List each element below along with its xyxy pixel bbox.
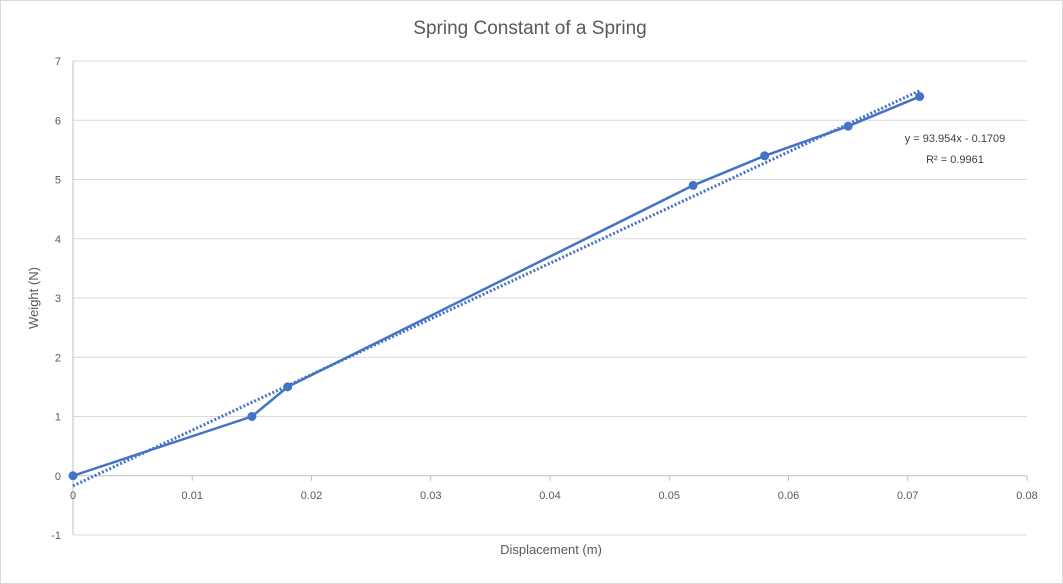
y-axis-label: Weight (N) xyxy=(26,267,41,329)
trendline-r-squared: R² = 0.9961 xyxy=(926,154,984,166)
y-tick-label: 4 xyxy=(55,234,61,246)
chart-title: Spring Constant of a Spring xyxy=(413,18,646,39)
y-tick-label: 3 xyxy=(55,293,61,305)
x-axis-label: Displacement (m) xyxy=(500,542,602,557)
x-tick-label: 0.08 xyxy=(1016,490,1037,502)
x-tick-label: 0 xyxy=(70,490,76,502)
y-tick-label: 0 xyxy=(55,471,61,483)
tick-labels: -1 0 1 2 3 4 5 6 7 0 0.01 0.02 0.03 0.04 0.05 0.06 0.07 0… xyxy=(51,56,1037,542)
x-tick-label: 0.06 xyxy=(778,490,799,502)
x-tick-label: 0.03 xyxy=(420,490,441,502)
x-tick-label: 0.01 xyxy=(182,490,203,502)
x-tick-label: 0.02 xyxy=(301,490,322,502)
y-tick-label: -1 xyxy=(51,530,61,542)
y-tick-label: 2 xyxy=(55,352,61,364)
y-tick-label: 1 xyxy=(55,412,61,424)
x-tick-label: 0.04 xyxy=(539,490,560,502)
x-tick-label: 0.07 xyxy=(897,490,918,502)
x-tick-label: 0.05 xyxy=(659,490,680,502)
series-layer xyxy=(68,92,925,481)
gridlines xyxy=(73,60,1027,536)
trendline-equation-label: y = 93.954x - 0.1709 R² = 0.9961 xyxy=(905,133,1006,166)
data-point xyxy=(283,382,293,392)
y-tick-label: 5 xyxy=(55,175,61,187)
y-tick-label: 7 xyxy=(55,56,61,68)
data-point xyxy=(915,92,925,102)
data-point xyxy=(843,121,853,131)
trendline-equation: y = 93.954x - 0.1709 xyxy=(905,133,1006,145)
data-point xyxy=(247,412,257,421)
data-point xyxy=(760,151,770,161)
data-point xyxy=(68,471,78,481)
axes xyxy=(72,61,1028,535)
y-tick-label: 6 xyxy=(55,115,61,127)
data-point xyxy=(688,180,698,190)
